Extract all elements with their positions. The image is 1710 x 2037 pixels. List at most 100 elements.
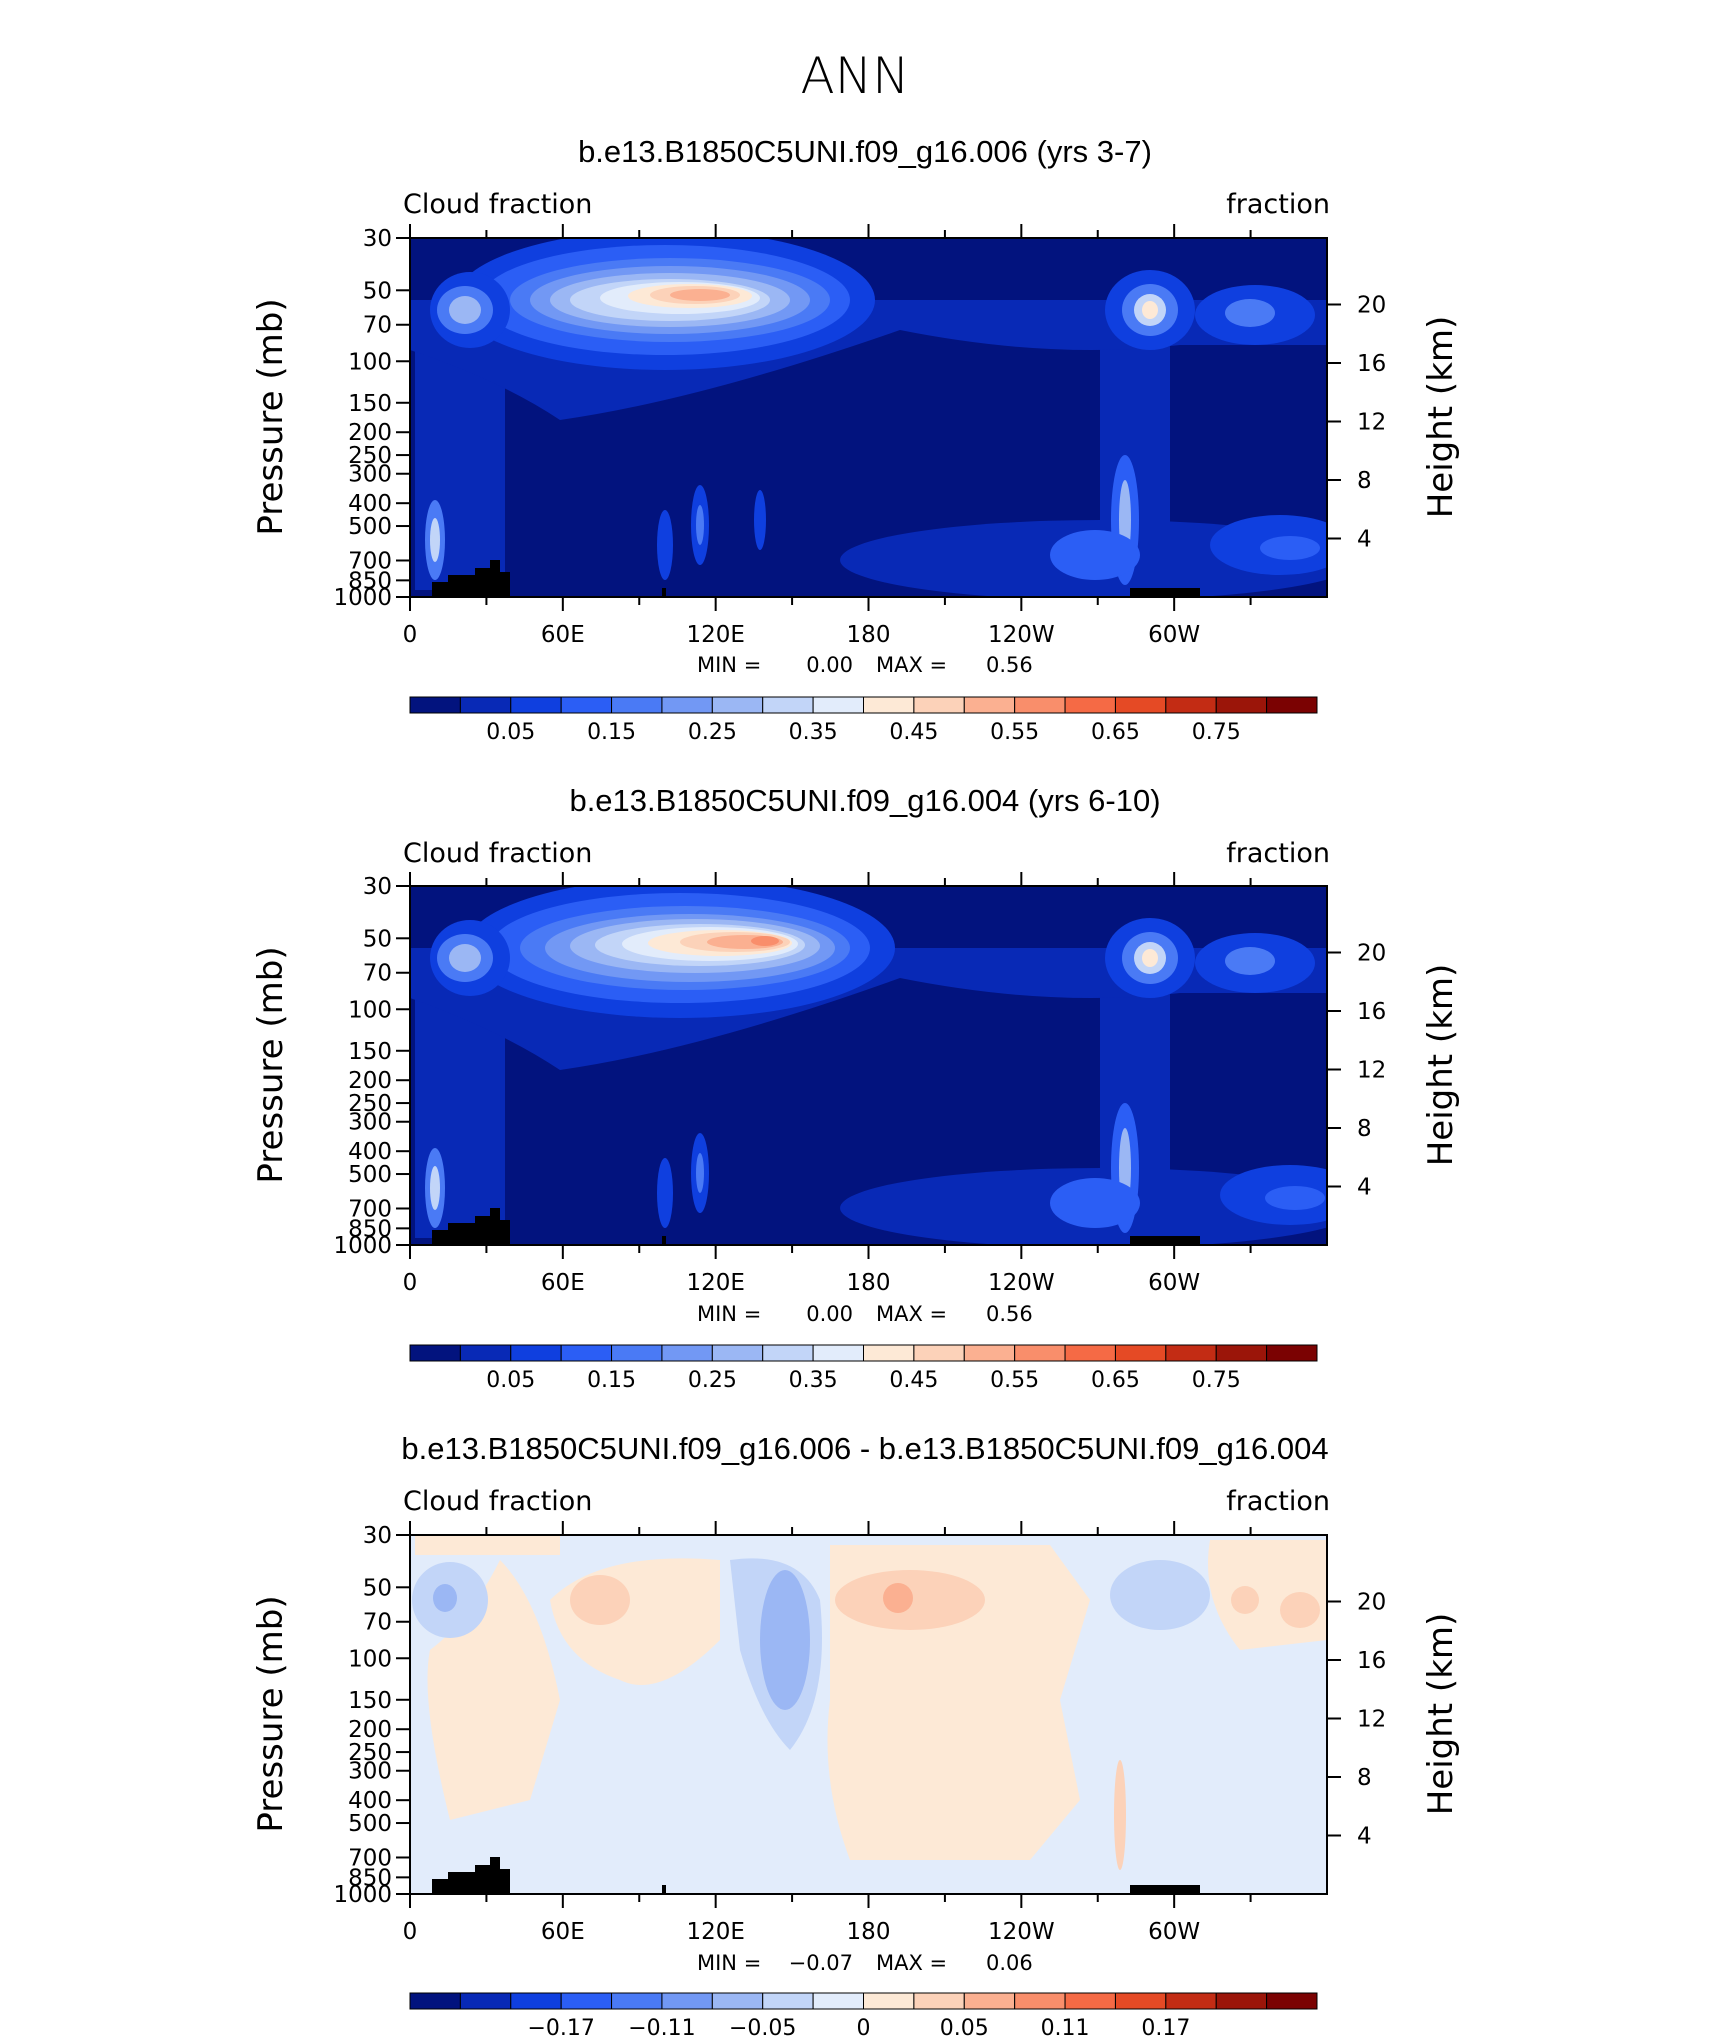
max-label: MAX = [876, 653, 947, 677]
colorbar-swatch [963, 1992, 1016, 2010]
y-tick-label: 100 [348, 349, 392, 375]
colorbar-swatch [611, 696, 663, 714]
y-tick-label: 100 [348, 997, 392, 1023]
colorbar-swatch [1064, 696, 1116, 714]
y-right-tick-label: 12 [1357, 1706, 1386, 1732]
x-tick-label: 0 [403, 1919, 418, 1945]
colorbar-label: 0.55 [990, 1368, 1039, 1393]
colorbar-label: 0 [857, 2016, 871, 2037]
y-tick-label: 50 [363, 278, 392, 304]
y-tick-label: 1000 [333, 1882, 392, 1908]
y-tick-label: 1000 [333, 585, 392, 611]
colorbar-swatch [1064, 1344, 1116, 1362]
colorbar-label: 0.11 [1041, 2016, 1090, 2037]
panel-3: b.e13.B1850C5UNI.f09_g16.006 - b.e13.B18… [251, 1431, 1461, 2037]
x-tick-label: 60W [1148, 1919, 1200, 1945]
y-right-tick-label: 16 [1357, 999, 1386, 1025]
y-axis-label-right: Height (km) [1421, 1613, 1461, 1816]
min-label: MIN = [697, 1302, 761, 1326]
colorbar-swatch [510, 1992, 562, 2010]
y-tick-label: 300 [348, 1110, 392, 1136]
colorbar-swatch [913, 1992, 965, 2010]
y-tick-label: 500 [348, 1162, 392, 1188]
x-tick-label: 120W [988, 622, 1055, 648]
y-tick-label: 150 [348, 1688, 392, 1714]
y-tick-label: 200 [348, 1068, 392, 1094]
x-tick-label: 60E [541, 1270, 585, 1296]
y-tick-label: 70 [363, 313, 392, 339]
colorbar-swatch [661, 1992, 713, 2010]
y-right-tick-label: 8 [1357, 1765, 1372, 1791]
colorbar-swatch [1114, 696, 1167, 714]
left-string: Cloud fraction [403, 838, 592, 869]
colorbar-swatch [812, 1992, 864, 2010]
panel-1: b.e13.B1850C5UNI.f09_g16.006 (yrs 3-7) C… [251, 134, 1461, 745]
y-right-tick-label: 4 [1357, 1174, 1372, 1200]
y-tick-label: 1000 [333, 1233, 392, 1259]
right-string: fraction [1226, 1486, 1330, 1517]
x-tick-label: 60W [1148, 622, 1200, 648]
colorbar-label: 0.05 [940, 2016, 989, 2037]
y-tick-label: 250 [348, 1740, 392, 1766]
y-tick-label: 400 [348, 491, 392, 517]
y-axis-label-right: Height (km) [1421, 316, 1461, 519]
colorbar-swatch [510, 696, 562, 714]
x-tick-label: 180 [847, 622, 891, 648]
x-tick-label: 120E [686, 622, 744, 648]
x-tick-label: 120W [988, 1919, 1055, 1945]
x-tick-label: 60E [541, 1919, 585, 1945]
colorbar-swatch [711, 696, 764, 714]
x-tick-label: 120E [686, 1270, 744, 1296]
colorbar-swatch [1165, 1344, 1217, 1362]
page-title: ANN [800, 47, 909, 105]
y-tick-label: 70 [363, 961, 392, 987]
colorbar-label: 0.05 [486, 1368, 535, 1393]
right-string: fraction [1226, 838, 1330, 869]
colorbar-label: 0.65 [1091, 1368, 1140, 1393]
colorbar-label: 0.15 [587, 720, 636, 745]
y-right-tick-label: 16 [1357, 1648, 1386, 1674]
colorbar-swatch [812, 696, 864, 714]
colorbar-label: −0.17 [527, 2016, 594, 2037]
y-right-tick-label: 4 [1357, 526, 1372, 552]
colorbar-swatch [711, 1344, 764, 1362]
y-tick-label: 30 [363, 226, 392, 252]
plot-field [410, 886, 1327, 1245]
x-tick-label: 60E [541, 622, 585, 648]
colorbar-swatch [409, 1992, 461, 2010]
y-tick-label: 200 [348, 1717, 392, 1743]
y-right-tick-label: 12 [1357, 1057, 1386, 1083]
colorbar-swatch [459, 696, 512, 714]
colorbar-swatch [1215, 696, 1268, 714]
colorbar-swatch [1114, 1992, 1167, 2010]
max-label: MAX = [876, 1302, 947, 1326]
colorbar-swatch [1266, 1992, 1318, 2010]
colorbar-swatch [459, 1344, 512, 1362]
y-tick-label: 150 [348, 1039, 392, 1065]
panel-title: b.e13.B1850C5UNI.f09_g16.006 (yrs 3-7) [578, 134, 1152, 169]
y-tick-label: 250 [348, 1091, 392, 1117]
x-tick-label: 120W [988, 1270, 1055, 1296]
left-string: Cloud fraction [403, 1486, 592, 1517]
min-value: 0.00 [806, 1302, 853, 1326]
colorbar-swatch [611, 1992, 663, 2010]
y-tick-label: 30 [363, 874, 392, 900]
y-tick-label: 150 [348, 391, 392, 417]
x-tick-label: 0 [403, 1270, 418, 1296]
y-tick-label: 500 [348, 1811, 392, 1837]
y-tick-label: 70 [363, 1610, 392, 1636]
right-string: fraction [1226, 189, 1330, 220]
colorbar-label: −0.05 [729, 2016, 796, 2037]
colorbar-label: 0.65 [1091, 720, 1140, 745]
colorbar-swatch [510, 1344, 562, 1362]
panel-title: b.e13.B1850C5UNI.f09_g16.004 (yrs 6-10) [569, 783, 1160, 818]
y-axis-label: Pressure (mb) [251, 298, 291, 535]
colorbar-swatch [762, 696, 814, 714]
colorbar-label: 0.25 [688, 1368, 737, 1393]
panel-2: b.e13.B1850C5UNI.f09_g16.004 (yrs 6-10) … [251, 783, 1461, 1393]
colorbar-swatch [762, 1344, 814, 1362]
colorbar-label: 0.05 [486, 720, 535, 745]
colorbar-swatch [913, 696, 965, 714]
colorbar-swatch [711, 1992, 764, 2010]
